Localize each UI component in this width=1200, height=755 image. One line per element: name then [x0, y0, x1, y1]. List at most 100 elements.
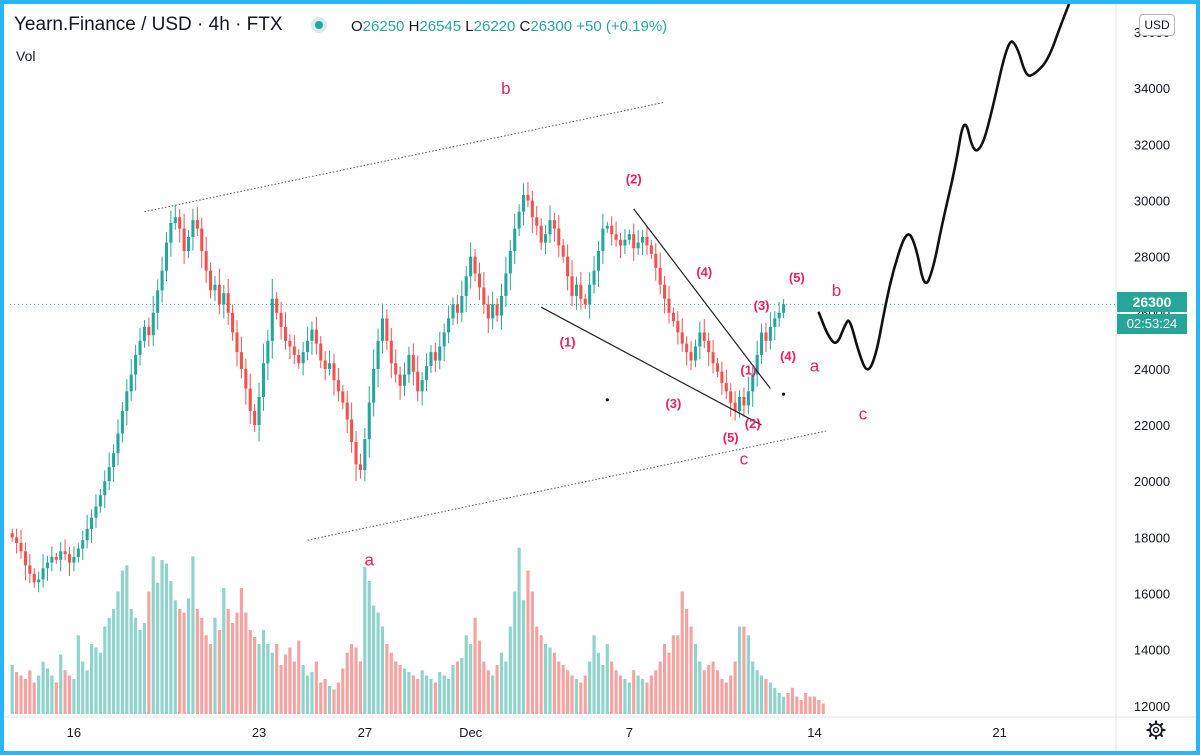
- volume-bar: [561, 665, 565, 714]
- volume-bar: [372, 605, 376, 714]
- candle-body: [10, 533, 14, 538]
- ohlc-legend: O26250 H26545 L26220 C26300 +50 (+0.19%): [351, 18, 667, 35]
- volume-bar: [790, 687, 795, 714]
- volume-bar: [746, 635, 750, 714]
- volume-label[interactable]: Vol: [16, 48, 36, 64]
- open-value: 26250: [362, 18, 405, 35]
- volume-bar: [19, 675, 23, 714]
- volume-bar: [138, 630, 142, 714]
- candle-body: [50, 556, 54, 563]
- volume-bar: [248, 630, 252, 714]
- volume-bar: [191, 556, 195, 714]
- volume-bar: [354, 647, 358, 714]
- volume-bar: [37, 675, 41, 714]
- candle-body: [548, 220, 552, 235]
- volume-bar: [63, 670, 67, 714]
- candle-body: [372, 368, 376, 403]
- candle-body: [442, 332, 446, 347]
- volume-bar: [182, 612, 186, 714]
- volume-bar: [200, 617, 204, 714]
- candle-body: [773, 318, 777, 327]
- high-label: H: [408, 18, 420, 35]
- candle-body: [305, 340, 310, 353]
- volume-bar: [486, 670, 490, 714]
- candle-body: [261, 363, 266, 397]
- volume-bar: [367, 581, 371, 714]
- volume-bar: [385, 644, 389, 714]
- candle-body: [160, 270, 164, 291]
- volume-bar: [208, 644, 213, 714]
- candle-body: [235, 332, 239, 353]
- x-tick-label: 7: [626, 725, 633, 740]
- volume-bar: [389, 652, 393, 714]
- candle-body: [658, 267, 662, 285]
- sub-wave-label: (3): [665, 396, 681, 411]
- volume-bar: [323, 679, 327, 714]
- candle-body: [72, 556, 76, 563]
- volume-bars: [10, 547, 825, 714]
- volume-bar: [640, 679, 645, 714]
- volume-bar: [103, 626, 107, 714]
- volume-bar: [239, 588, 244, 714]
- volume-bar: [120, 570, 124, 714]
- volume-bar: [504, 661, 508, 714]
- volume-bar: [213, 617, 217, 714]
- volume-bar: [72, 679, 76, 714]
- candle-body: [151, 312, 155, 336]
- volume-bar: [85, 670, 89, 714]
- candle-body: [63, 551, 67, 555]
- candle-body: [182, 228, 186, 252]
- sub-wave-label: (5): [723, 430, 739, 445]
- candle-body: [641, 236, 645, 243]
- volume-bar: [380, 626, 385, 714]
- volume-bar: [350, 644, 354, 714]
- symbol-title[interactable]: Yearn.Finance / USD · 4h · FTX: [14, 14, 283, 35]
- candle-body: [592, 270, 596, 285]
- close-label: C: [519, 18, 531, 35]
- candle-body: [173, 217, 177, 223]
- y-tick-label: 16000: [1134, 586, 1170, 601]
- volume-bar: [768, 682, 772, 714]
- candle-body: [601, 228, 605, 252]
- candle-body: [37, 579, 41, 583]
- candle-body: [544, 234, 548, 243]
- price-chart[interactable]: b a c (2) (4) (1) (3) (5) (1) (2) (3) (4) (5) b a c 120…: [4, 4, 1196, 751]
- candle-body: [283, 326, 288, 341]
- price-axis[interactable]: 1200014000160001800020000220002400026000…: [1134, 25, 1170, 714]
- candle-body: [186, 236, 191, 252]
- candle-body: [729, 391, 733, 403]
- wave-label: a: [365, 550, 375, 569]
- market-status-icon[interactable]: [311, 17, 327, 33]
- volume-bar: [438, 672, 442, 714]
- candle-body: [495, 304, 499, 316]
- candle-body: [715, 363, 720, 372]
- volume-bar: [160, 560, 164, 714]
- volume-bar: [821, 703, 825, 714]
- volume-bar: [627, 682, 631, 714]
- volume-bar: [574, 679, 579, 714]
- candle-body: [314, 329, 318, 344]
- candle-body: [54, 556, 58, 560]
- candle-body: [336, 380, 340, 392]
- y-tick-label: 28000: [1134, 250, 1170, 265]
- change-value: +50 (+0.19%): [576, 18, 668, 35]
- volume-bar: [81, 661, 85, 714]
- gear-icon[interactable]: [1146, 720, 1166, 740]
- volume-bar: [812, 696, 817, 714]
- volume-bar: [658, 661, 662, 714]
- time-axis[interactable]: 16 23 27 Dec 7 14 21: [67, 725, 1007, 740]
- volume-bar: [737, 626, 742, 714]
- volume-bar: [32, 682, 36, 714]
- candle-body: [341, 391, 345, 403]
- volume-bar: [28, 670, 32, 714]
- candle-body: [720, 371, 724, 383]
- candle-body: [328, 363, 332, 369]
- candle-body: [156, 290, 160, 313]
- volume-bar: [751, 661, 755, 714]
- volume-bar: [460, 658, 464, 714]
- volume-bar: [782, 696, 786, 714]
- currency-button[interactable]: USD: [1139, 14, 1175, 36]
- volume-bar: [336, 682, 340, 714]
- volume-bar: [645, 682, 649, 714]
